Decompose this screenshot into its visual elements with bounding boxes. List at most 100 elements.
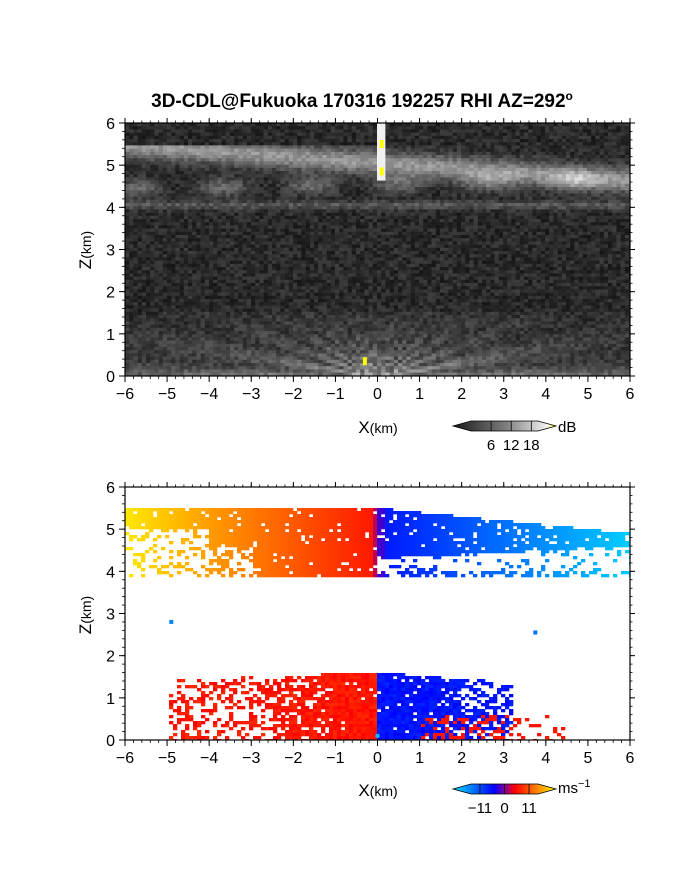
intensity-cell-row xyxy=(125,299,630,303)
intensity-cell-row xyxy=(125,171,630,175)
intensity-colorbar-bar xyxy=(451,420,558,432)
intensity-cell-row xyxy=(125,337,630,341)
intensity-cell-row xyxy=(125,212,630,217)
velocity-cell-row xyxy=(137,565,578,569)
x-tick-label: 4 xyxy=(541,750,550,767)
intensity-cell-row xyxy=(125,363,630,367)
intensity-cell-row xyxy=(125,161,630,165)
x-tick-label: 5 xyxy=(583,750,592,767)
intensity-cell-row xyxy=(125,174,630,178)
velocity-cell-row xyxy=(169,694,514,698)
velocity-cell-row xyxy=(133,553,622,557)
intensity-cell-row xyxy=(125,279,630,284)
velocity-colorbar-ticks: −11 0 11 xyxy=(468,784,537,817)
intensity-cell-row xyxy=(125,209,630,213)
velocity-cell-row xyxy=(129,574,630,578)
y-tick-label: 3 xyxy=(106,243,115,260)
x-tick-label: −4 xyxy=(200,750,218,767)
velocity-cell-row xyxy=(125,532,630,536)
title-degree-symbol: o xyxy=(566,89,573,103)
intensity-cell-row xyxy=(125,267,630,271)
velocity-cell-row xyxy=(201,682,494,686)
velocity-cell-row xyxy=(321,673,406,677)
x-tick-label: 0 xyxy=(373,386,382,403)
velocity-cell-row xyxy=(181,730,558,734)
intensity-cell-row xyxy=(125,135,630,140)
intensity-cell-row xyxy=(125,145,630,149)
colorbar-tick-label: 11 xyxy=(521,800,537,817)
intensity-cell-row xyxy=(125,206,630,210)
intensity-cell-row xyxy=(125,321,630,325)
intensity-cell-row xyxy=(125,148,630,153)
colorbar-tick-label: 6 xyxy=(487,437,495,454)
velocity-cell-row xyxy=(177,679,486,683)
x-tick-label: 1 xyxy=(415,750,424,767)
x-tick-label: 5 xyxy=(583,386,592,403)
x-tick-label: 0 xyxy=(373,750,382,767)
y-tick-label: 6 xyxy=(106,116,115,133)
velocity-cell-row xyxy=(177,718,530,722)
y-tick-label: 2 xyxy=(106,649,115,666)
x-tick-label: −1 xyxy=(326,750,344,767)
intensity-cell-row xyxy=(125,158,630,162)
intensity-cell-row xyxy=(125,139,630,143)
intensity-cell-row xyxy=(125,196,630,201)
intensity-colorbar: 6 12 18 dB xyxy=(451,419,576,454)
intensity-cell-row xyxy=(125,315,630,319)
intensity-cell-row xyxy=(125,222,630,226)
velocity-point xyxy=(375,733,380,738)
intensity-cell-row xyxy=(125,308,630,313)
x-tick-label: 3 xyxy=(499,386,508,403)
x-tick-label: 3 xyxy=(499,750,508,767)
intensity-cell-row xyxy=(125,241,630,245)
y-tick-label: 5 xyxy=(106,522,115,539)
intensity-cell-row xyxy=(125,340,630,345)
velocity-y-tick-labels: 0 1 2 3 4 5 6 xyxy=(106,480,115,750)
velocity-cell-row xyxy=(169,736,566,740)
velocity-cell-row xyxy=(145,550,630,554)
velocity-cell-row xyxy=(125,511,422,515)
intensity-cell-row xyxy=(125,353,630,357)
intensity-x-axis-label: X(km) xyxy=(358,418,397,437)
velocity-y-axis-label: Z(km) xyxy=(76,596,95,634)
x-tick-label: 2 xyxy=(457,386,466,403)
intensity-plot-area xyxy=(125,123,630,376)
y-tick-label: 3 xyxy=(106,607,115,624)
intensity-cell-row xyxy=(125,273,630,277)
intensity-cell-row xyxy=(125,244,630,249)
y-tick-label: 2 xyxy=(106,285,115,302)
intensity-cell-row xyxy=(125,254,630,258)
intensity-cell-row xyxy=(125,129,630,133)
velocity-cell-row xyxy=(197,688,510,692)
intensity-cell-row xyxy=(125,311,630,316)
intensity-ticks xyxy=(119,118,635,382)
x-tick-label: 6 xyxy=(626,386,635,403)
y-tick-label: 6 xyxy=(106,480,115,497)
x-tick-label: 2 xyxy=(457,750,466,767)
intensity-cell-row xyxy=(125,225,630,229)
velocity-colorbar-unit: ms−1 xyxy=(558,778,591,797)
intensity-cell-row xyxy=(125,151,630,156)
intensity-cell-row xyxy=(125,235,630,239)
velocity-cell-row xyxy=(129,538,630,542)
intensity-cell-row xyxy=(125,324,630,329)
velocity-cell-row xyxy=(177,712,514,716)
x-tick-label: −3 xyxy=(242,750,260,767)
velocity-cell-row xyxy=(241,676,442,680)
y-tick-label: 1 xyxy=(106,691,115,708)
intensity-cell-row xyxy=(125,142,630,146)
velocity-cell-row xyxy=(177,685,514,689)
velocity-point xyxy=(169,619,174,624)
x-tick-label: −1 xyxy=(326,386,344,403)
velocity-cell-row xyxy=(173,733,562,737)
x-tick-label: 6 xyxy=(626,750,635,767)
intensity-cell-row xyxy=(125,263,630,268)
intensity-cell-row xyxy=(125,369,630,373)
intensity-y-axis-label: Z(km) xyxy=(76,231,95,269)
velocity-cell-row xyxy=(177,691,502,695)
intensity-cell-row xyxy=(125,366,630,370)
intensity-colorbar-unit: dB xyxy=(558,419,576,436)
velocity-cell-row xyxy=(125,547,614,551)
